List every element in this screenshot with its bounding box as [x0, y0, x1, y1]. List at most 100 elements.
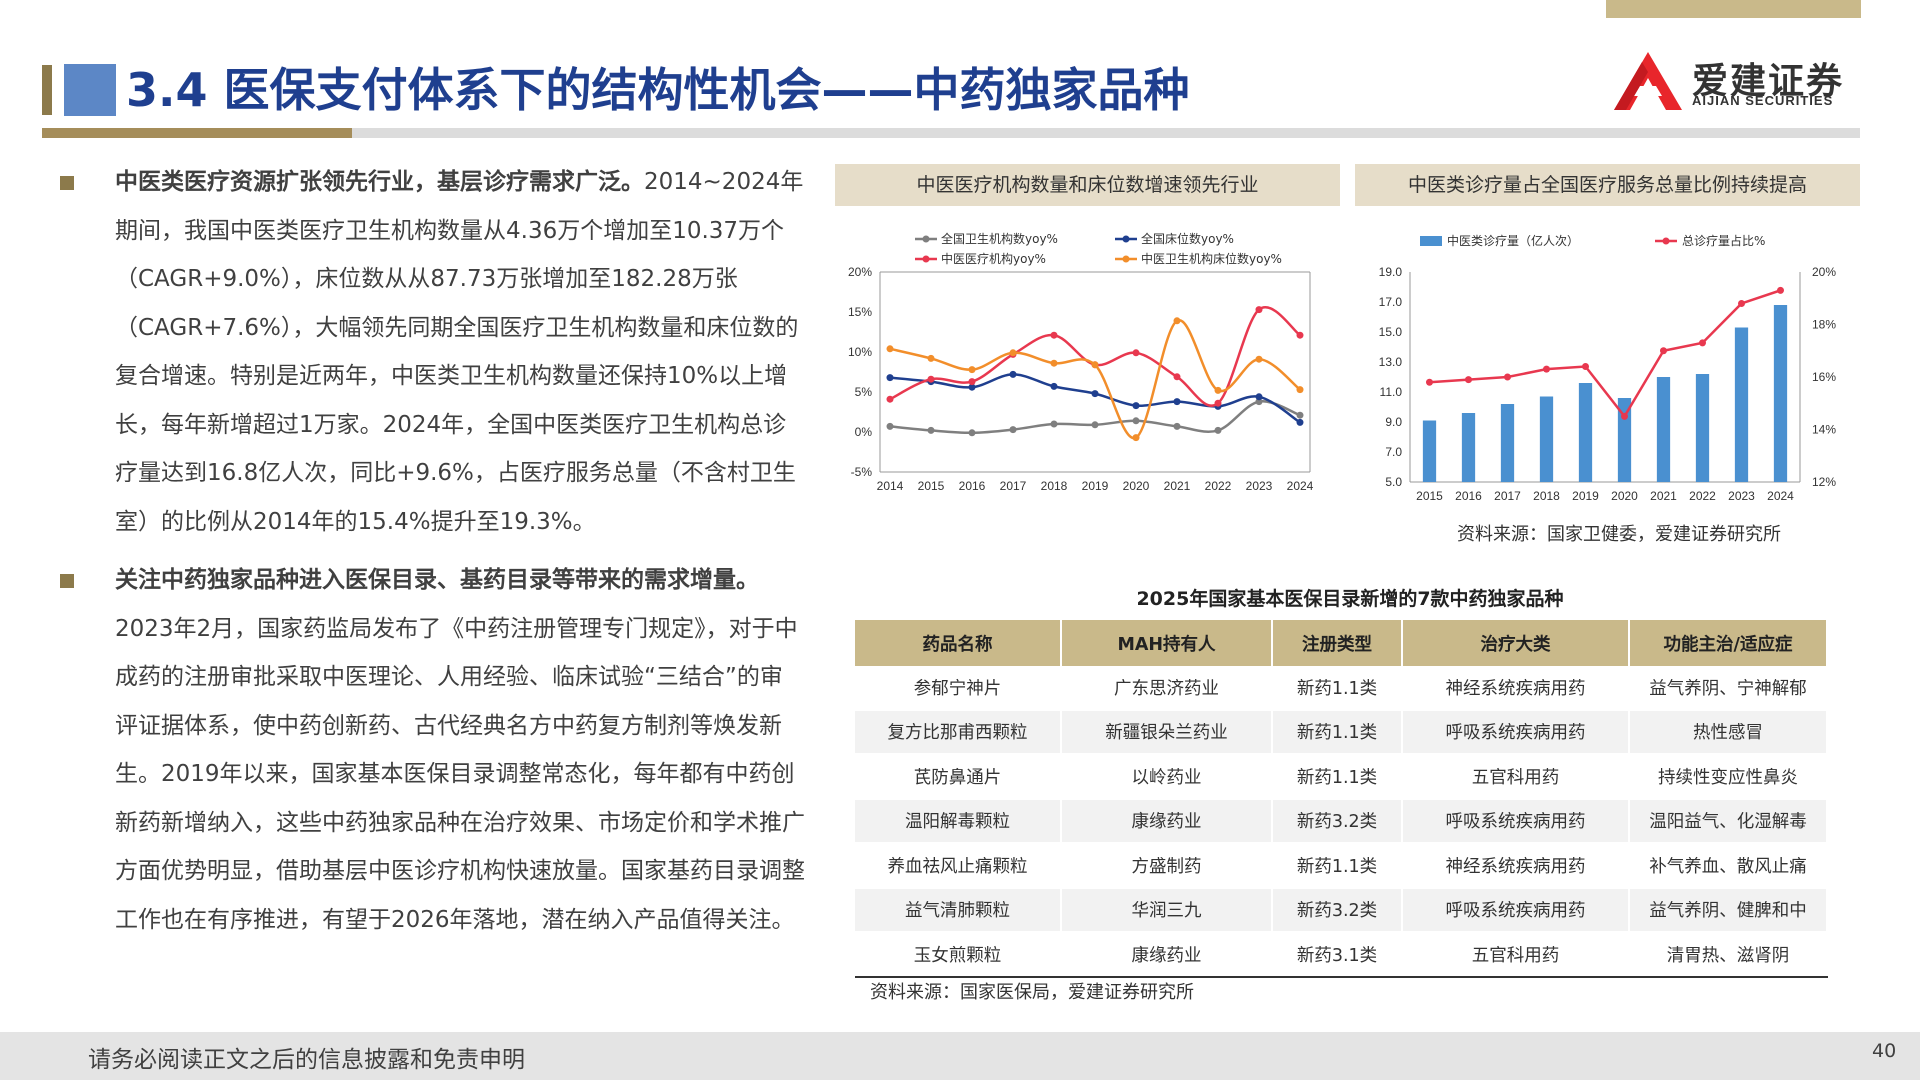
table-cell: 新药3.2类	[1272, 887, 1403, 933]
series-line	[889, 319, 1301, 440]
data-point	[1050, 359, 1058, 367]
table-row: 温阳解毒颗粒 康缘药业 新药3.2类 呼吸系统疾病用药 温阳益气、化湿解毒	[855, 798, 1828, 844]
table-cell: 温阳解毒颗粒	[855, 798, 1062, 844]
y2-tick-label: 20%	[1812, 265, 1836, 279]
table-cell: 参郁宁神片	[855, 666, 1062, 711]
legend-label: 总诊疗量占比%	[1682, 233, 1765, 248]
data-point	[1296, 418, 1304, 426]
data-point	[927, 375, 935, 383]
x-tick-label: 2017	[1494, 489, 1521, 503]
y2-tick-label: 14%	[1812, 423, 1836, 437]
table-cell: 新药1.1类	[1272, 709, 1403, 755]
x-tick-label: 2020	[1611, 489, 1638, 503]
legend-label: 全国床位数yoy%	[1141, 231, 1234, 246]
bar	[1500, 404, 1515, 482]
data-point	[927, 426, 935, 434]
table-header-cell: 治疗大类	[1402, 620, 1630, 666]
table-cell: 呼吸系统疾病用药	[1402, 709, 1630, 755]
x-tick-label: 2020	[1123, 479, 1150, 493]
data-point	[968, 429, 976, 437]
y2-tick-label: 12%	[1812, 475, 1836, 489]
table-row: 玉女煎颗粒 康缘药业 新药3.1类 五官科用药 清胃热、滋肾阴	[855, 932, 1828, 978]
table-cell: 新药3.2类	[1272, 798, 1403, 844]
footer-bar	[0, 1032, 1920, 1080]
legend-label: 中医卫生机构床位数yoy%	[1141, 251, 1282, 266]
data-point	[1009, 370, 1017, 378]
bullet-marker	[60, 574, 74, 588]
chart-1-line-chart: 20% 15% 10% 5% 0% -5% 2014 2015 2016 2017 2018 2019…	[848, 231, 1314, 493]
bar	[1695, 374, 1710, 482]
y-tick-label: 11.0	[1380, 385, 1403, 399]
table-cell: 康缘药业	[1061, 932, 1273, 978]
title-marker-blue	[64, 64, 116, 116]
logo-text-cn: 爱建证券	[1692, 61, 1845, 102]
y-tick-label: 9.0	[1385, 415, 1402, 429]
y-tick-label: -5%	[851, 465, 873, 479]
y-tick-label: 5.0	[1385, 475, 1402, 489]
table-cell: 新药3.1类	[1272, 932, 1403, 978]
x-tick-label: 2021	[1164, 479, 1191, 493]
data-point	[968, 366, 976, 374]
legend-label: 中医医疗机构yoy%	[941, 251, 1046, 266]
legend-label: 中医类诊疗量（亿人次）	[1447, 233, 1579, 248]
x-tick-label: 2019	[1082, 479, 1109, 493]
table-cell: 热性感冒	[1629, 709, 1828, 755]
x-tick-label: 2024	[1287, 479, 1314, 493]
legend-swatch	[1420, 236, 1442, 246]
data-point	[1173, 398, 1181, 406]
y-tick-label: 5%	[855, 385, 873, 399]
paragraph-1-text: 2014~2024年期间，我国中医类医疗卫生机构数量从4.36万个增加至10.3…	[115, 169, 804, 535]
logo-text-en: AIJIAN SECURITIES	[1692, 93, 1834, 108]
table-cell: 持续性变应性鼻炎	[1629, 754, 1828, 800]
table-cell: 呼吸系统疾病用药	[1402, 798, 1630, 844]
title-marker-gold	[42, 65, 52, 115]
ratio-point	[1426, 378, 1433, 386]
x-tick-label: 2022	[1205, 479, 1232, 493]
paragraph-2-text: 2023年2月，国家药监局发布了《中药注册管理专门规定》，对于中成药的注册审批采…	[115, 615, 805, 933]
legend-label: 全国卫生机构数yoy%	[941, 231, 1058, 246]
data-point	[1214, 399, 1222, 407]
table-cell: 五官科用药	[1402, 932, 1630, 978]
series-line	[889, 306, 1301, 407]
table-row: 养血祛风止痛颗粒 方盛制药 新药1.1类 神经系统疾病用药 补气养血、散风止痛	[855, 843, 1828, 889]
bullet-marker	[60, 176, 74, 190]
chart-1-title: 中医医疗机构数量和床位数增速领先行业	[835, 164, 1340, 206]
chart-2-title: 中医类诊疗量占全国医疗服务总量比例持续提高	[1355, 164, 1860, 206]
data-point	[1296, 386, 1304, 394]
x-tick-label: 2017	[1000, 479, 1027, 493]
table-header-cell: MAH持有人	[1061, 620, 1273, 666]
table-row: 芪防鼻通片 以岭药业 新药1.1类 五官科用药 持续性变应性鼻炎	[855, 754, 1828, 800]
table-cell: 芪防鼻通片	[855, 754, 1062, 800]
bar	[1773, 305, 1788, 482]
data-point	[1255, 398, 1263, 406]
x-tick-label: 2014	[877, 479, 904, 493]
table-cell: 益气清肺颗粒	[855, 887, 1062, 933]
table-cell: 益气养阴、健脾和中	[1629, 887, 1828, 933]
table-cell: 温阳益气、化湿解毒	[1629, 798, 1828, 844]
data-point	[1173, 373, 1181, 381]
paragraph-1: 中医类医疗资源扩张领先行业，基层诊疗需求广泛。2014~2024年期间，我国中医…	[115, 158, 805, 546]
top-accent-bar	[1606, 0, 1861, 18]
data-point	[1009, 349, 1017, 357]
table-cell: 新药1.1类	[1272, 754, 1403, 800]
table-cell: 复方比那甫西颗粒	[855, 709, 1062, 755]
table-header-cell: 注册类型	[1272, 620, 1403, 666]
data-point	[1214, 386, 1222, 394]
drug-table: 药品名称 MAH持有人 注册类型 治疗大类 功能主治/适应症 参郁宁神片 广东思济…	[855, 620, 1828, 978]
bar	[1656, 377, 1671, 482]
data-point	[886, 395, 894, 403]
table-cell: 新疆银朵兰药业	[1061, 709, 1273, 755]
data-point	[1132, 434, 1140, 442]
header-divider	[42, 128, 1860, 138]
y2-tick-label: 16%	[1812, 370, 1836, 384]
data-point	[1009, 426, 1017, 434]
page-title: 3.4 医保支付体系下的结构性机会——中药独家品种	[126, 63, 1190, 117]
x-tick-label: 2022	[1689, 489, 1716, 503]
bar	[1422, 420, 1437, 482]
bar	[1734, 327, 1749, 482]
aijian-logo-icon	[1614, 52, 1682, 110]
header-divider-accent	[42, 128, 352, 138]
data-point	[886, 345, 894, 353]
table-cell: 玉女煎颗粒	[855, 932, 1062, 978]
ratio-point	[1699, 339, 1706, 347]
